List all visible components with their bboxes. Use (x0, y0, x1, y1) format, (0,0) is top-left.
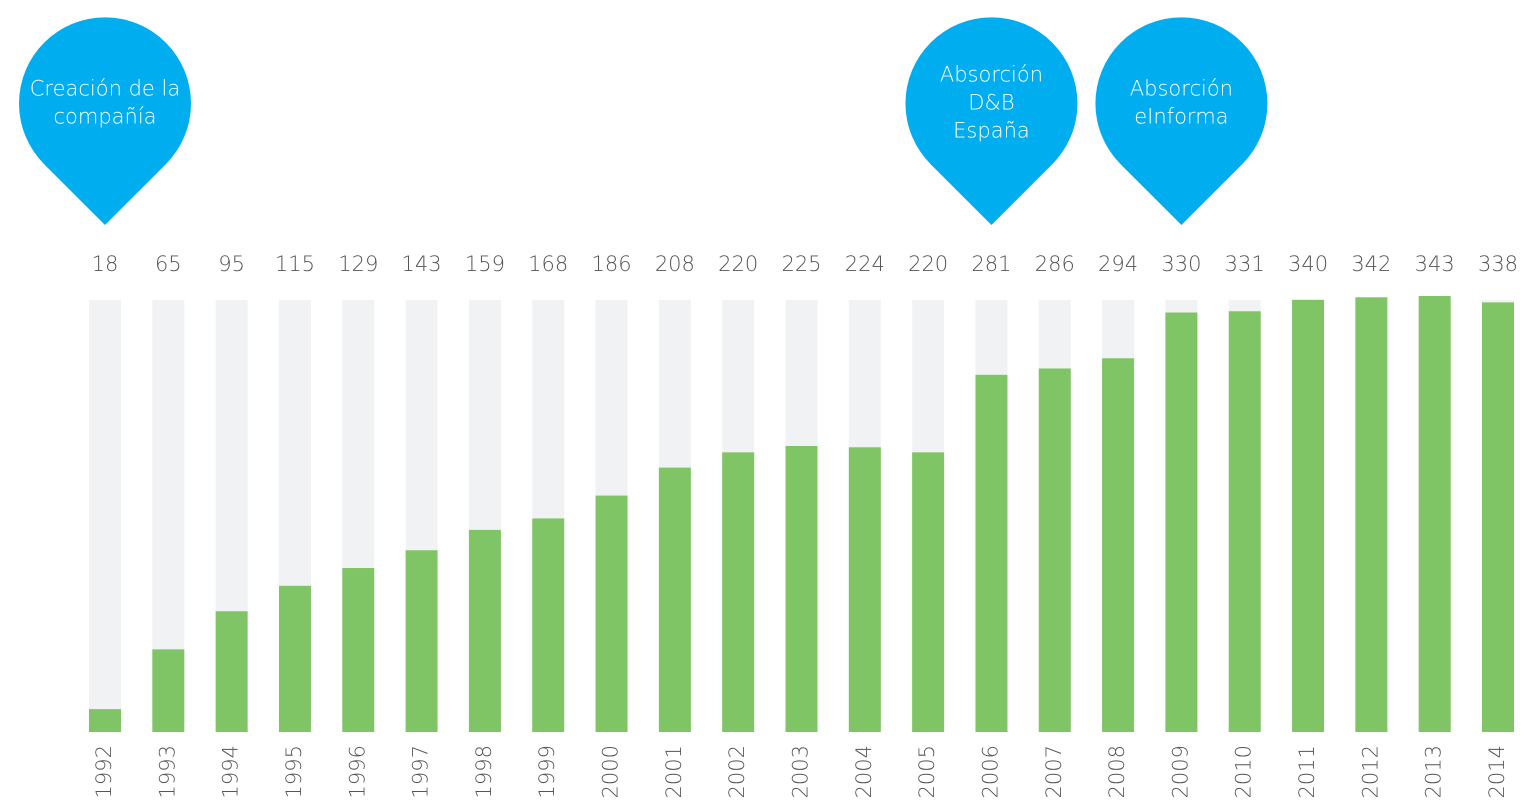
bar (532, 518, 565, 732)
x-tick-label: 2004 (852, 745, 876, 798)
pin-shape (1095, 17, 1268, 226)
x-tick-label: 1997 (409, 745, 433, 798)
x-tick-label: 2009 (1168, 745, 1192, 798)
x-tick-label: 2006 (978, 745, 1002, 798)
value-label: 168 (528, 252, 568, 276)
bar (1418, 296, 1451, 732)
value-label: 208 (655, 252, 695, 276)
x-tick-label: 2012 (1358, 745, 1382, 798)
bar (152, 649, 185, 732)
bar (848, 447, 881, 732)
annotation-text: eInforma (1134, 104, 1228, 128)
x-tick-label: 2005 (915, 745, 939, 798)
value-label: 65 (155, 252, 182, 276)
annotation-pin: Absorción eInforma (1095, 17, 1268, 226)
bar (912, 452, 945, 732)
bar (1355, 297, 1388, 732)
x-tick-label: 2000 (599, 745, 623, 798)
bar (405, 550, 438, 732)
x-tick-label: 2013 (1422, 745, 1446, 798)
annotation-text: D&B (968, 90, 1014, 114)
bar-track (89, 300, 121, 732)
x-tick-label: 1999 (535, 745, 559, 798)
bar (722, 452, 755, 732)
value-label: 18 (92, 252, 119, 276)
bar (1165, 312, 1198, 732)
annotation-text: Absorción (1130, 76, 1233, 100)
value-label: 143 (402, 252, 442, 276)
value-label: 330 (1161, 252, 1201, 276)
x-tick-label: 2008 (1105, 745, 1129, 798)
bar (785, 445, 818, 732)
bar (1038, 368, 1071, 732)
value-label: 220 (718, 252, 758, 276)
value-label: 338 (1478, 252, 1518, 276)
value-label: 294 (1098, 252, 1138, 276)
x-tick-label: 2010 (1232, 745, 1256, 798)
value-label: 95 (218, 252, 245, 276)
value-label: 115 (275, 252, 315, 276)
x-tick-label: 2002 (725, 745, 749, 798)
x-tick-label: 2011 (1295, 745, 1319, 798)
value-label: 281 (971, 252, 1011, 276)
x-tick-label: 2001 (662, 745, 686, 798)
x-tick-label: 1992 (92, 745, 116, 798)
annotation-text: Absorción (940, 62, 1043, 86)
bar (215, 611, 248, 732)
value-label: 342 (1351, 252, 1391, 276)
value-label: 220 (908, 252, 948, 276)
bar (1482, 302, 1514, 732)
bar (975, 374, 1008, 732)
value-label: 225 (781, 252, 821, 276)
x-tick-label: 2007 (1042, 745, 1066, 798)
x-tick-label: 2003 (789, 745, 813, 798)
annotation-text: España (953, 118, 1030, 142)
value-label: 286 (1035, 252, 1075, 276)
bar (1292, 299, 1325, 732)
annotation-text: Creación de la (30, 76, 180, 100)
value-label: 331 (1225, 252, 1265, 276)
annotation-text: compañía (53, 104, 156, 128)
x-tick-label: 2014 (1485, 745, 1509, 798)
bar (342, 568, 375, 732)
annotation-pin: Absorción D&B España (905, 17, 1078, 226)
annotation-pin: Creación de la compañía (19, 17, 192, 225)
pin-shape (19, 17, 192, 225)
bar (278, 585, 311, 732)
x-tick-label: 1993 (155, 745, 179, 798)
value-label: 186 (591, 252, 631, 276)
value-label: 159 (465, 252, 505, 276)
x-tick-label: 1998 (472, 745, 496, 798)
value-label: 224 (845, 252, 885, 276)
pin-shape (905, 17, 1078, 226)
bar (658, 467, 691, 732)
x-tick-label: 1995 (282, 745, 306, 798)
bar (595, 495, 628, 732)
value-label: 129 (338, 252, 378, 276)
bar (1228, 311, 1261, 732)
value-label: 340 (1288, 252, 1328, 276)
x-tick-label: 1996 (345, 745, 369, 798)
value-label: 343 (1415, 252, 1455, 276)
bar (1102, 358, 1135, 732)
bar (89, 709, 121, 732)
x-tick-label: 1994 (219, 745, 243, 798)
bar (468, 529, 501, 732)
